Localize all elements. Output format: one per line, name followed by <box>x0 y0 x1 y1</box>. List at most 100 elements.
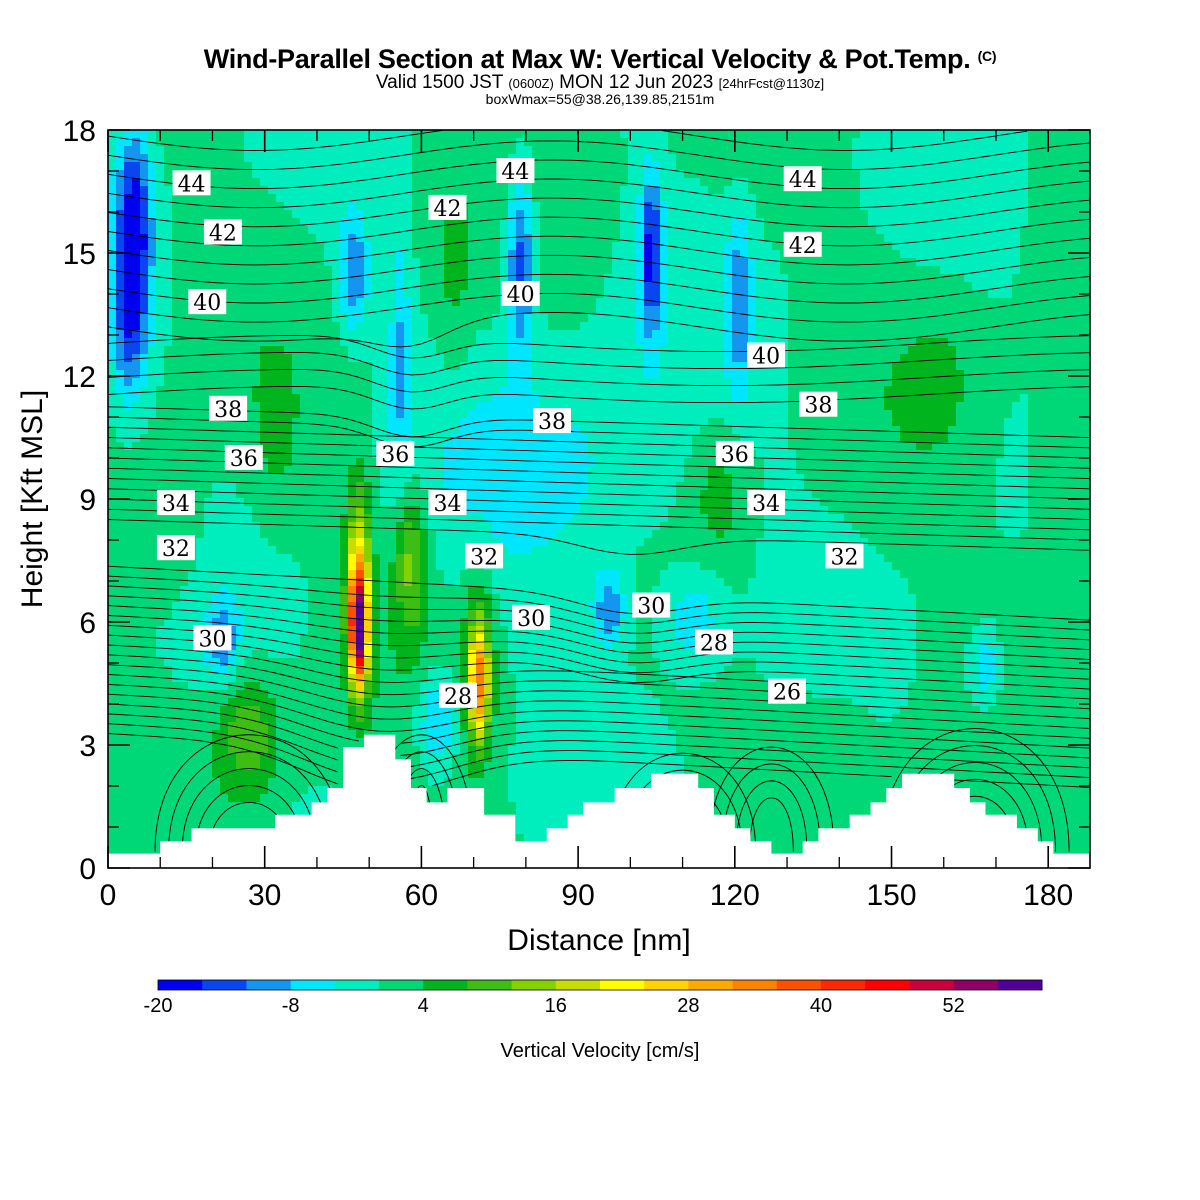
velocity-cell <box>284 522 293 531</box>
velocity-cell <box>252 730 261 739</box>
velocity-cell <box>268 706 277 715</box>
velocity-cell <box>260 202 269 211</box>
velocity-cell <box>444 642 453 651</box>
velocity-cell <box>268 194 277 203</box>
velocity-cell <box>348 202 357 211</box>
velocity-cell <box>348 130 357 139</box>
velocity-cell <box>164 690 173 699</box>
velocity-cell <box>332 730 341 739</box>
velocity-cell <box>108 450 117 459</box>
velocity-cell <box>228 370 237 379</box>
velocity-cell <box>348 258 357 267</box>
velocity-cell <box>492 354 501 363</box>
velocity-cell <box>164 738 173 747</box>
velocity-cell <box>220 530 229 539</box>
velocity-cell <box>460 354 469 363</box>
velocity-cell <box>508 314 517 323</box>
velocity-cell <box>108 754 117 763</box>
velocity-cell <box>428 754 437 763</box>
velocity-cell <box>396 618 405 627</box>
velocity-cell <box>372 658 381 667</box>
velocity-cell <box>156 410 165 419</box>
velocity-cell <box>220 162 229 171</box>
velocity-cell <box>252 378 261 387</box>
velocity-cell <box>380 674 389 683</box>
velocity-cell <box>268 218 277 227</box>
velocity-cell <box>132 394 141 403</box>
velocity-cell <box>516 738 525 747</box>
velocity-cell <box>500 306 509 315</box>
velocity-cell <box>324 482 333 491</box>
velocity-cell <box>436 730 445 739</box>
velocity-cell <box>220 322 229 331</box>
velocity-cell <box>436 562 445 571</box>
velocity-cell <box>436 554 445 563</box>
velocity-cell <box>132 570 141 579</box>
velocity-cell <box>172 354 181 363</box>
velocity-cell <box>388 490 397 499</box>
velocity-cell <box>324 714 333 723</box>
velocity-cell <box>428 594 437 603</box>
velocity-cell <box>420 602 429 611</box>
velocity-cell <box>228 130 237 139</box>
velocity-cell <box>244 194 253 203</box>
velocity-cell <box>180 154 189 163</box>
velocity-cell <box>340 714 349 723</box>
velocity-cell <box>140 378 149 387</box>
velocity-cell <box>356 714 365 723</box>
velocity-cell <box>428 402 437 411</box>
velocity-cell <box>116 218 125 227</box>
velocity-cell <box>372 146 381 155</box>
velocity-cell <box>428 346 437 355</box>
velocity-cell <box>276 738 285 747</box>
velocity-cell <box>148 730 157 739</box>
velocity-cell <box>292 458 301 467</box>
velocity-cell <box>260 674 269 683</box>
velocity-cell <box>356 130 365 139</box>
velocity-cell <box>116 146 125 155</box>
velocity-cell <box>500 770 509 779</box>
velocity-cell <box>500 338 509 347</box>
velocity-cell <box>420 562 429 571</box>
velocity-cell <box>252 762 261 771</box>
velocity-cell <box>508 514 517 523</box>
velocity-cell <box>348 690 357 699</box>
velocity-cell <box>156 250 165 259</box>
velocity-cell <box>212 458 221 467</box>
velocity-cell <box>164 258 173 267</box>
velocity-cell <box>468 450 477 459</box>
velocity-cell <box>372 194 381 203</box>
velocity-cell <box>484 402 493 411</box>
velocity-cell <box>460 666 469 675</box>
velocity-cell <box>484 522 493 531</box>
velocity-cell <box>260 642 269 651</box>
velocity-cell <box>428 738 437 747</box>
velocity-cell <box>212 370 221 379</box>
velocity-cell <box>524 522 533 531</box>
velocity-cell <box>436 434 445 443</box>
velocity-cell <box>468 338 477 347</box>
velocity-cell <box>516 466 525 475</box>
velocity-cell <box>316 730 325 739</box>
velocity-cell <box>308 250 317 259</box>
velocity-cell <box>140 442 149 451</box>
velocity-cell <box>172 314 181 323</box>
velocity-cell <box>388 562 397 571</box>
velocity-cell <box>292 586 301 595</box>
velocity-cell <box>284 418 293 427</box>
velocity-cell <box>492 322 501 331</box>
velocity-cell <box>452 186 461 195</box>
velocity-cell <box>372 210 381 219</box>
velocity-cell <box>228 522 237 531</box>
velocity-cell <box>244 642 253 651</box>
velocity-cell <box>524 386 533 395</box>
velocity-cell <box>404 682 413 691</box>
velocity-cell <box>468 498 477 507</box>
velocity-cell <box>236 162 245 171</box>
velocity-cell <box>148 802 157 811</box>
velocity-cell <box>156 738 165 747</box>
velocity-cell <box>172 642 181 651</box>
velocity-cell <box>388 602 397 611</box>
velocity-cell <box>508 458 517 467</box>
velocity-cell <box>140 802 149 811</box>
